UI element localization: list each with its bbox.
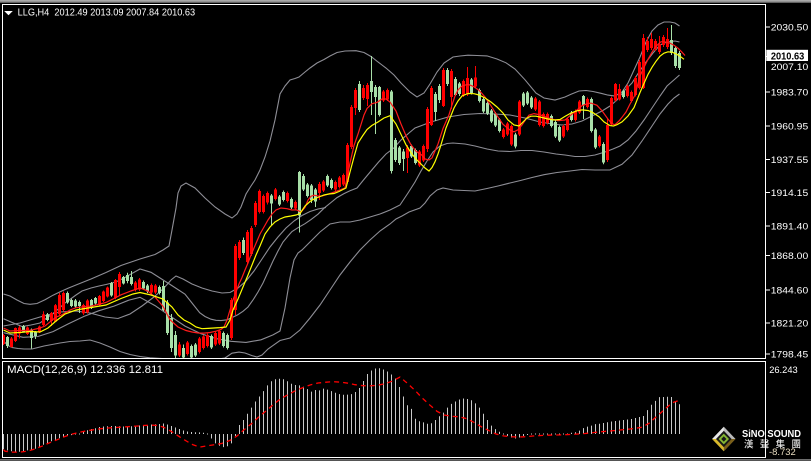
svg-text:1798.45: 1798.45 (771, 349, 808, 360)
svg-text:2010.63: 2010.63 (771, 51, 805, 62)
svg-text:2007.10: 2007.10 (771, 62, 808, 73)
svg-text:1937.55: 1937.55 (771, 155, 808, 166)
svg-text:1821.20: 1821.20 (771, 318, 808, 329)
svg-text:1960.95: 1960.95 (771, 121, 808, 132)
svg-text:-8.732: -8.732 (769, 447, 796, 458)
svg-text:SiNO SOUND: SiNO SOUND (742, 429, 801, 440)
svg-text:MACD(12,26,9) 12.336 12.811: MACD(12,26,9) 12.336 12.811 (7, 364, 163, 376)
svg-text:LLG,H4 2012.49 2013.09 2007.8: LLG,H4 2012.49 2013.09 2007.84 2010.63 (18, 6, 196, 18)
svg-text:1868.00: 1868.00 (771, 251, 808, 262)
svg-text:26.243: 26.243 (769, 365, 798, 376)
svg-text:1983.70: 1983.70 (771, 87, 808, 98)
svg-text:1914.15: 1914.15 (771, 188, 808, 199)
svg-text:1844.60: 1844.60 (771, 285, 808, 296)
svg-text:2030.50: 2030.50 (771, 22, 808, 33)
svg-text:1891.40: 1891.40 (771, 221, 808, 232)
